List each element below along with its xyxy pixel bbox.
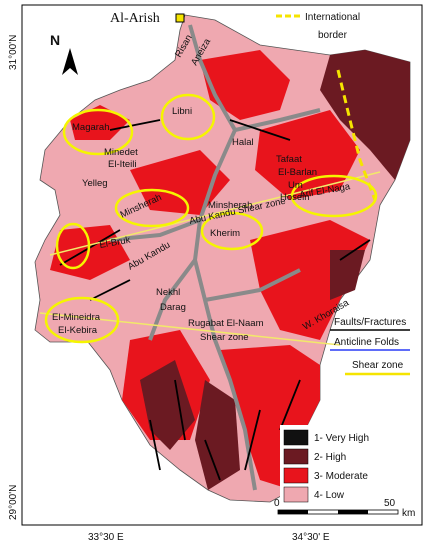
class-swatch <box>283 448 309 465</box>
anticlines <box>44 93 378 344</box>
scale-unit: km <box>402 508 415 519</box>
city-marker <box>175 13 185 23</box>
place-label: Libni <box>172 106 192 117</box>
legend-label: Faults/Fractures <box>334 317 406 328</box>
legend-label: Anticline Folds <box>334 337 399 348</box>
class-label: 2- High <box>314 452 346 463</box>
class-label: 4- Low <box>314 490 345 501</box>
place-label: El-Barlan <box>278 167 317 178</box>
border-label: border <box>318 30 348 41</box>
place-label: Kherim <box>210 228 240 239</box>
shear-zone <box>49 171 381 256</box>
place-label: Shear zone <box>200 332 249 343</box>
basin <box>34 14 411 503</box>
class-label: 3- Moderate <box>314 471 368 482</box>
place-label: Darag <box>160 302 186 313</box>
place-label: El-Iteili <box>108 159 137 170</box>
shear-zone <box>39 312 341 346</box>
place-label: Magarah <box>72 122 110 133</box>
place-label: El-Bruk <box>99 235 132 251</box>
legend-label: Shear zone <box>352 360 404 371</box>
class-swatch <box>283 467 309 484</box>
place-label: Minsherah <box>208 200 252 211</box>
place-label: Tafaat <box>276 154 302 165</box>
lat-label: 29°00'N <box>8 485 19 520</box>
scale-label: 0 <box>274 498 280 509</box>
legend: Faults/Fractures Anticline Folds Shear z… <box>280 317 410 507</box>
place-label: El-Mineidra <box>52 312 101 323</box>
place-label: Rugabat El-Naam <box>188 318 264 329</box>
place-label: El-Kebira <box>58 325 98 336</box>
place-label: Minedet <box>104 147 138 158</box>
north-label: N <box>50 32 60 48</box>
place-label: Um <box>288 180 303 191</box>
lon-label: 34°30' E <box>292 532 330 543</box>
place-label: Hosein <box>280 192 310 203</box>
place-label: Yelleg <box>82 178 108 189</box>
place-label: Nekhl <box>156 287 180 298</box>
scale-bar: 0 50 km <box>274 498 415 519</box>
faults <box>59 119 371 481</box>
border-label: International <box>305 12 360 23</box>
lat-label: 31°00'N <box>8 35 19 70</box>
lon-label: 33°30 E <box>88 532 124 543</box>
border <box>336 69 377 201</box>
class-swatch <box>283 486 309 503</box>
class-swatch <box>283 429 309 446</box>
class-label: 1- Very High <box>314 433 369 444</box>
city-label: Al-Arish <box>110 11 160 26</box>
scale-label: 50 <box>384 498 396 509</box>
north-arrow <box>62 48 78 75</box>
place-label: Halal <box>232 137 254 148</box>
